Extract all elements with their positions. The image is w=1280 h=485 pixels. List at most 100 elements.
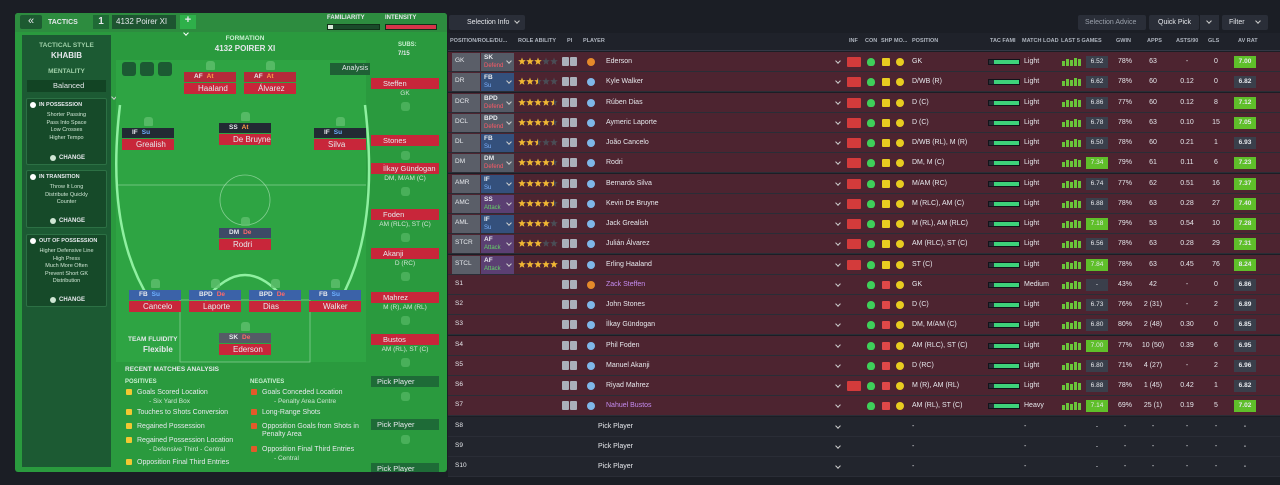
column-header[interactable]: LAST 5 GAMES xyxy=(1061,38,1102,44)
quick-pick-button[interactable]: Quick Pick xyxy=(1149,15,1199,30)
formation-name[interactable]: 4132 POIRER XI xyxy=(214,44,276,53)
role-box[interactable]: IF Su xyxy=(122,128,174,138)
column-header[interactable]: AV RAT xyxy=(1238,38,1258,44)
player-name[interactable]: Aymeric Laporte xyxy=(606,118,657,126)
player-name[interactable]: İlkay Gündogan xyxy=(606,321,656,329)
player-name[interactable]: Ederson xyxy=(606,58,633,65)
column-header[interactable]: ASTS/90 xyxy=(1176,38,1199,44)
table-row[interactable] xyxy=(448,153,1280,174)
player-name-box[interactable]: Silva xyxy=(314,139,366,150)
sub-name-box[interactable]: İlkay Gündogan xyxy=(371,163,439,174)
table-row[interactable] xyxy=(448,72,1280,93)
player-name[interactable]: John Stones xyxy=(606,301,645,308)
table-row[interactable] xyxy=(448,173,1280,194)
table-row[interactable] xyxy=(448,92,1280,113)
player-name-box[interactable]: Haaland xyxy=(184,83,236,94)
table-row[interactable] xyxy=(448,315,1280,336)
table-row[interactable] xyxy=(448,416,1280,437)
table-row[interactable] xyxy=(448,234,1280,255)
player-name[interactable]: Kyle Walker xyxy=(606,78,644,86)
pitch-view-button[interactable] xyxy=(122,62,136,76)
player-name[interactable]: Jack Grealish xyxy=(606,220,649,227)
column-header[interactable]: SHP xyxy=(881,38,893,44)
player-name[interactable]: Kevin De Bruyne xyxy=(606,199,659,207)
player-name-box[interactable]: De Bruyne xyxy=(219,134,271,145)
selection-advice-button[interactable]: Selection Advice xyxy=(1078,15,1146,30)
column-header[interactable]: TAC FAMI xyxy=(990,38,1016,44)
player-name-box[interactable]: Walker xyxy=(309,301,361,312)
role-box[interactable]: BPD De xyxy=(249,290,301,300)
back-button[interactable]: « xyxy=(20,15,42,29)
table-row[interactable] xyxy=(448,376,1280,396)
role-box[interactable]: IF Su xyxy=(314,128,366,138)
role-box[interactable]: SS At xyxy=(219,123,271,133)
player-name[interactable]: Erling Haaland xyxy=(606,260,652,268)
column-header[interactable]: GWIN xyxy=(1116,38,1131,44)
player-name-box[interactable]: Grealish xyxy=(122,139,174,150)
player-name[interactable]: João Cancelo xyxy=(606,139,649,146)
selection-info-button[interactable]: Selection Info xyxy=(449,15,525,30)
sub-name-box[interactable]: Pick Player xyxy=(371,419,439,430)
column-header[interactable]: CON xyxy=(865,38,878,44)
player-name[interactable]: Phil Foden xyxy=(606,341,640,349)
column-header[interactable]: ROLE ABILITY xyxy=(518,38,556,44)
table-row[interactable] xyxy=(448,436,1280,457)
player-name-box[interactable]: Laporte xyxy=(189,301,241,312)
role-box[interactable]: AF At xyxy=(244,72,296,82)
player-name[interactable]: Nahuel Bustos xyxy=(606,402,652,410)
analysis-button[interactable]: Analysis xyxy=(330,63,370,75)
sub-name-box[interactable]: Mahrez xyxy=(371,292,439,303)
player-name[interactable]: Pick Player xyxy=(598,422,634,430)
player-name-box[interactable]: Dias xyxy=(249,301,301,312)
player-name-box[interactable]: Cancelo xyxy=(129,301,181,312)
pitch-view-button[interactable] xyxy=(140,62,154,76)
tactic-slot[interactable]: 1 xyxy=(93,15,109,29)
sub-name-box[interactable]: Foden xyxy=(371,209,439,220)
column-header[interactable]: PI xyxy=(567,38,573,44)
role-box[interactable]: DM De xyxy=(219,228,271,238)
sub-name-box[interactable]: Pick Player xyxy=(371,463,439,472)
sub-name-box[interactable]: Steffen xyxy=(371,78,439,89)
player-name[interactable]: Pick Player xyxy=(598,463,634,470)
table-row[interactable] xyxy=(448,133,1280,153)
role-box[interactable]: FB Su xyxy=(309,290,361,300)
player-name[interactable]: Rodri xyxy=(606,159,623,167)
sub-name-box[interactable]: Stones xyxy=(371,135,439,146)
player-name-box[interactable]: Rodri xyxy=(219,239,271,250)
sub-name-box[interactable]: Pick Player xyxy=(371,376,439,387)
quick-pick-menu[interactable] xyxy=(1200,15,1219,30)
table-row[interactable] xyxy=(448,112,1280,133)
table-row[interactable] xyxy=(448,193,1280,214)
column-header[interactable]: MO... xyxy=(894,38,908,44)
change-button[interactable]: CHANGE xyxy=(59,155,86,161)
column-header[interactable]: INF xyxy=(849,38,858,44)
table-row[interactable] xyxy=(448,254,1280,275)
column-header[interactable]: POSITION/ROLE/DU... xyxy=(450,38,508,44)
player-name-box[interactable]: Ederson xyxy=(219,344,271,355)
role-box[interactable]: AF At xyxy=(184,72,236,82)
player-name[interactable]: Bernardo Silva xyxy=(606,179,652,187)
mentality-dropdown[interactable]: Balanced xyxy=(27,80,106,92)
column-header[interactable]: APPS xyxy=(1147,38,1162,44)
column-header[interactable]: GLS xyxy=(1208,38,1220,44)
role-box[interactable]: BPD De xyxy=(189,290,241,300)
player-name[interactable]: Manuel Akanji xyxy=(606,361,650,369)
sub-name-box[interactable]: Akanji xyxy=(371,248,439,259)
role-box[interactable]: FB Su xyxy=(129,290,181,300)
role-box[interactable]: SK De xyxy=(219,333,271,343)
table-row[interactable] xyxy=(448,457,1280,477)
table-row[interactable] xyxy=(448,214,1280,234)
player-name-box[interactable]: Álvarez xyxy=(244,83,296,94)
table-row[interactable] xyxy=(448,355,1280,376)
pitch-view-button[interactable] xyxy=(158,62,172,76)
table-row[interactable] xyxy=(448,335,1280,356)
add-tactic-button[interactable]: + xyxy=(180,15,196,29)
filter-button[interactable]: Filter xyxy=(1222,15,1268,30)
tactic-dropdown[interactable]: 4132 Poirer XI xyxy=(112,15,176,29)
table-row[interactable] xyxy=(448,295,1280,315)
table-row[interactable] xyxy=(448,274,1280,295)
player-name[interactable]: Rúben Dias xyxy=(606,98,643,106)
column-header[interactable]: PLAYER xyxy=(583,38,605,44)
analysis-title[interactable]: RECENT MATCHES ANALYSIS xyxy=(125,366,220,373)
change-button[interactable]: CHANGE xyxy=(59,297,86,303)
